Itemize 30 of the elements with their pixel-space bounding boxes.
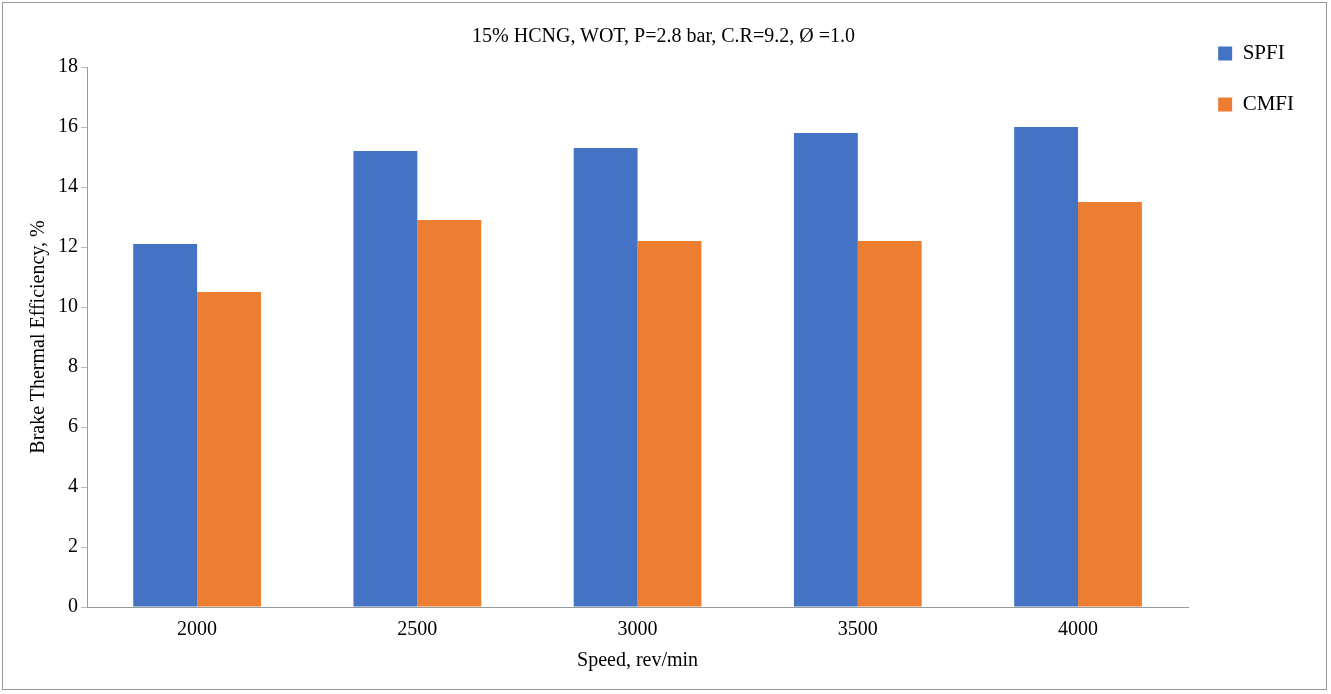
bar [573, 148, 638, 607]
x-tick-label: 3500 [837, 617, 878, 640]
y-axis-title: Brake Thermal Efficiency, % [26, 220, 50, 454]
x-tick-label: 2500 [397, 617, 438, 640]
legend-label: CMFI [1242, 91, 1295, 116]
bar [353, 151, 418, 607]
y-tick-label: 10 [58, 294, 78, 317]
x-tick-label: 3000 [617, 617, 658, 640]
x-tick-label: 4000 [1058, 617, 1099, 640]
bar [1078, 202, 1142, 607]
y-tick-label: 2 [68, 534, 78, 557]
y-tick-label: 18 [58, 54, 78, 77]
y-tick-label: 8 [68, 354, 78, 377]
y-tick-label: 12 [58, 234, 78, 257]
bar [1014, 127, 1079, 607]
y-tick-label: 4 [68, 474, 78, 497]
legend-label: SPFI [1242, 40, 1285, 65]
y-tick-label: 16 [58, 114, 78, 137]
y-tick-label: 0 [68, 594, 78, 617]
bar [637, 241, 702, 607]
bar [417, 220, 482, 607]
chart-title: 15% HCNG, WOT, P=2.8 bar, C.R=9.2, Ø =1.0 [472, 24, 855, 47]
bar [197, 292, 261, 607]
bar [793, 133, 858, 607]
bar [857, 241, 922, 607]
bar [133, 244, 198, 607]
x-axis-title: Speed, rev/min [577, 648, 699, 672]
y-tick-label: 14 [58, 174, 78, 197]
y-tick-label: 6 [68, 414, 78, 437]
x-tick-label: 2000 [177, 617, 218, 640]
